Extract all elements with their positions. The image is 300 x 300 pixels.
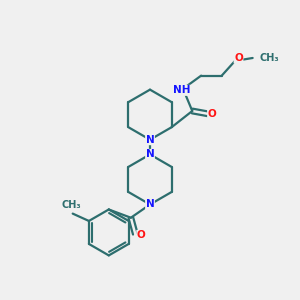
Text: N: N	[146, 200, 154, 209]
Text: NH: NH	[173, 85, 191, 95]
Text: CH₃: CH₃	[259, 53, 279, 63]
Text: O: O	[208, 109, 216, 119]
Text: N: N	[146, 149, 154, 159]
Text: N: N	[146, 135, 154, 145]
Text: O: O	[137, 230, 146, 240]
Text: CH₃: CH₃	[61, 200, 81, 210]
Text: O: O	[234, 53, 243, 63]
